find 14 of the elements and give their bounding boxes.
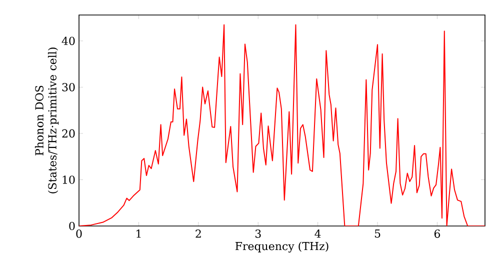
x-tick-label: 1 xyxy=(136,230,141,238)
x-tick-label: 3 xyxy=(255,230,261,238)
x-tick-label: 4 xyxy=(314,230,321,238)
x-tick-label: 5 xyxy=(374,230,380,238)
x-tick-label: 2 xyxy=(196,230,201,238)
y-tick-label: 40 xyxy=(62,36,75,46)
y-tick-label: 10 xyxy=(62,176,75,184)
y-tick-label: 0 xyxy=(69,222,75,230)
y-axis-title: Phonon DOS (States/THz·primitive cell) xyxy=(34,48,59,194)
x-axis-title: Frequency (THz) xyxy=(235,242,328,253)
x-tick-label: 6 xyxy=(434,230,440,238)
x-tick-label: 0 xyxy=(76,230,82,238)
y-tick-label: 30 xyxy=(62,83,75,92)
y-tick-label: 20 xyxy=(62,129,75,138)
